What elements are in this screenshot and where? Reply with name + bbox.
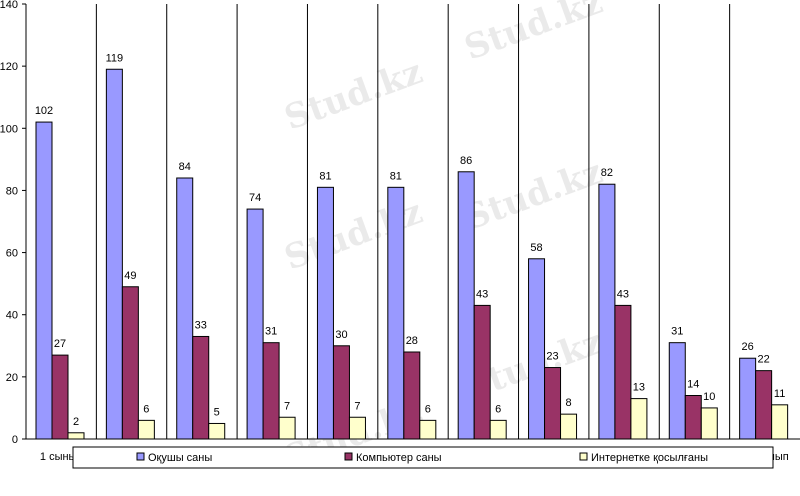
y-tick-label: 140 (0, 0, 18, 11)
data-label: 28 (406, 335, 418, 347)
data-label: 2 (73, 416, 79, 428)
legend-box (72, 446, 774, 469)
bar (771, 404, 789, 440)
bar (35, 121, 53, 440)
bar (67, 432, 85, 440)
bar (700, 407, 718, 440)
bar (348, 416, 366, 440)
watermark-text: Stud.kz (279, 52, 427, 139)
bar (278, 416, 296, 440)
y-tick-label: 0 (12, 434, 18, 446)
bar (387, 186, 405, 440)
data-label: 23 (546, 351, 558, 363)
bar (668, 342, 686, 440)
data-label: 74 (249, 192, 261, 204)
bar (262, 342, 280, 440)
y-tick-label: 120 (0, 61, 18, 73)
data-label: 31 (265, 326, 277, 338)
data-label: 13 (633, 382, 645, 394)
data-label: 14 (687, 379, 699, 391)
bar (755, 370, 773, 440)
bar (598, 183, 616, 440)
watermark-text: Stud.kz (459, 152, 607, 239)
data-label: 10 (703, 391, 715, 403)
bar (51, 354, 69, 440)
watermark-text: Stud.kz (279, 192, 427, 279)
bar (560, 413, 578, 440)
bar (473, 304, 491, 440)
bar (528, 258, 546, 440)
bar (544, 367, 562, 440)
data-label: 49 (124, 270, 136, 282)
data-label: 7 (284, 400, 290, 412)
data-label: 31 (671, 326, 683, 338)
y-tick-label: 20 (6, 372, 18, 384)
data-label: 82 (601, 167, 613, 179)
y-tick-label: 80 (6, 185, 18, 197)
x-tick-label: 1 сынып (40, 451, 83, 463)
legend-label: Интернетке қосылғаны (591, 452, 708, 464)
bar (489, 419, 507, 440)
bar (739, 357, 757, 440)
data-label: 43 (476, 288, 488, 300)
bar (246, 208, 264, 440)
data-label: 11 (774, 388, 785, 400)
bar (403, 351, 421, 440)
data-label: 22 (758, 354, 770, 366)
data-label: 86 (460, 155, 472, 167)
data-label: 102 (35, 105, 53, 117)
data-label: 84 (179, 161, 191, 173)
legend-swatch (579, 452, 588, 461)
y-tick-label: 60 (6, 248, 18, 260)
data-label: 58 (530, 242, 542, 254)
data-label: 7 (354, 400, 360, 412)
legend-label: Компьютер саны (356, 452, 442, 464)
data-label: 81 (319, 170, 331, 182)
data-label: 43 (617, 288, 629, 300)
bar (457, 171, 475, 440)
legend: Оқушы саны Компьютер саны Интернетке қосыл… (72, 446, 774, 469)
data-label: 33 (195, 319, 207, 331)
y-tick-label: 100 (0, 123, 18, 135)
legend-swatch (136, 452, 145, 461)
bar (614, 304, 632, 440)
bar (332, 345, 350, 440)
data-label: 5 (214, 406, 220, 418)
bar (137, 419, 155, 440)
data-label: 81 (390, 170, 402, 182)
y-tick-label: 40 (6, 310, 18, 322)
bar (192, 335, 210, 440)
data-label: 6 (143, 403, 149, 415)
bar (176, 177, 194, 440)
bar (105, 68, 123, 440)
bars (35, 68, 789, 440)
bar (684, 395, 702, 440)
data-label: 6 (495, 403, 501, 415)
bar (121, 286, 139, 440)
data-label: 30 (335, 329, 347, 341)
bar (630, 398, 648, 440)
data-label: 26 (742, 341, 754, 353)
data-label: 27 (54, 338, 66, 350)
legend-swatch (344, 452, 353, 461)
bar (316, 186, 334, 440)
data-label: 119 (106, 52, 124, 64)
bar (208, 422, 226, 440)
legend-label: Оқушы саны (148, 452, 212, 464)
category-separators (95, 4, 731, 439)
data-label: 8 (565, 397, 571, 409)
data-label: 6 (425, 403, 431, 415)
bar (419, 419, 437, 440)
watermark-text: Stud.kz (459, 0, 607, 68)
